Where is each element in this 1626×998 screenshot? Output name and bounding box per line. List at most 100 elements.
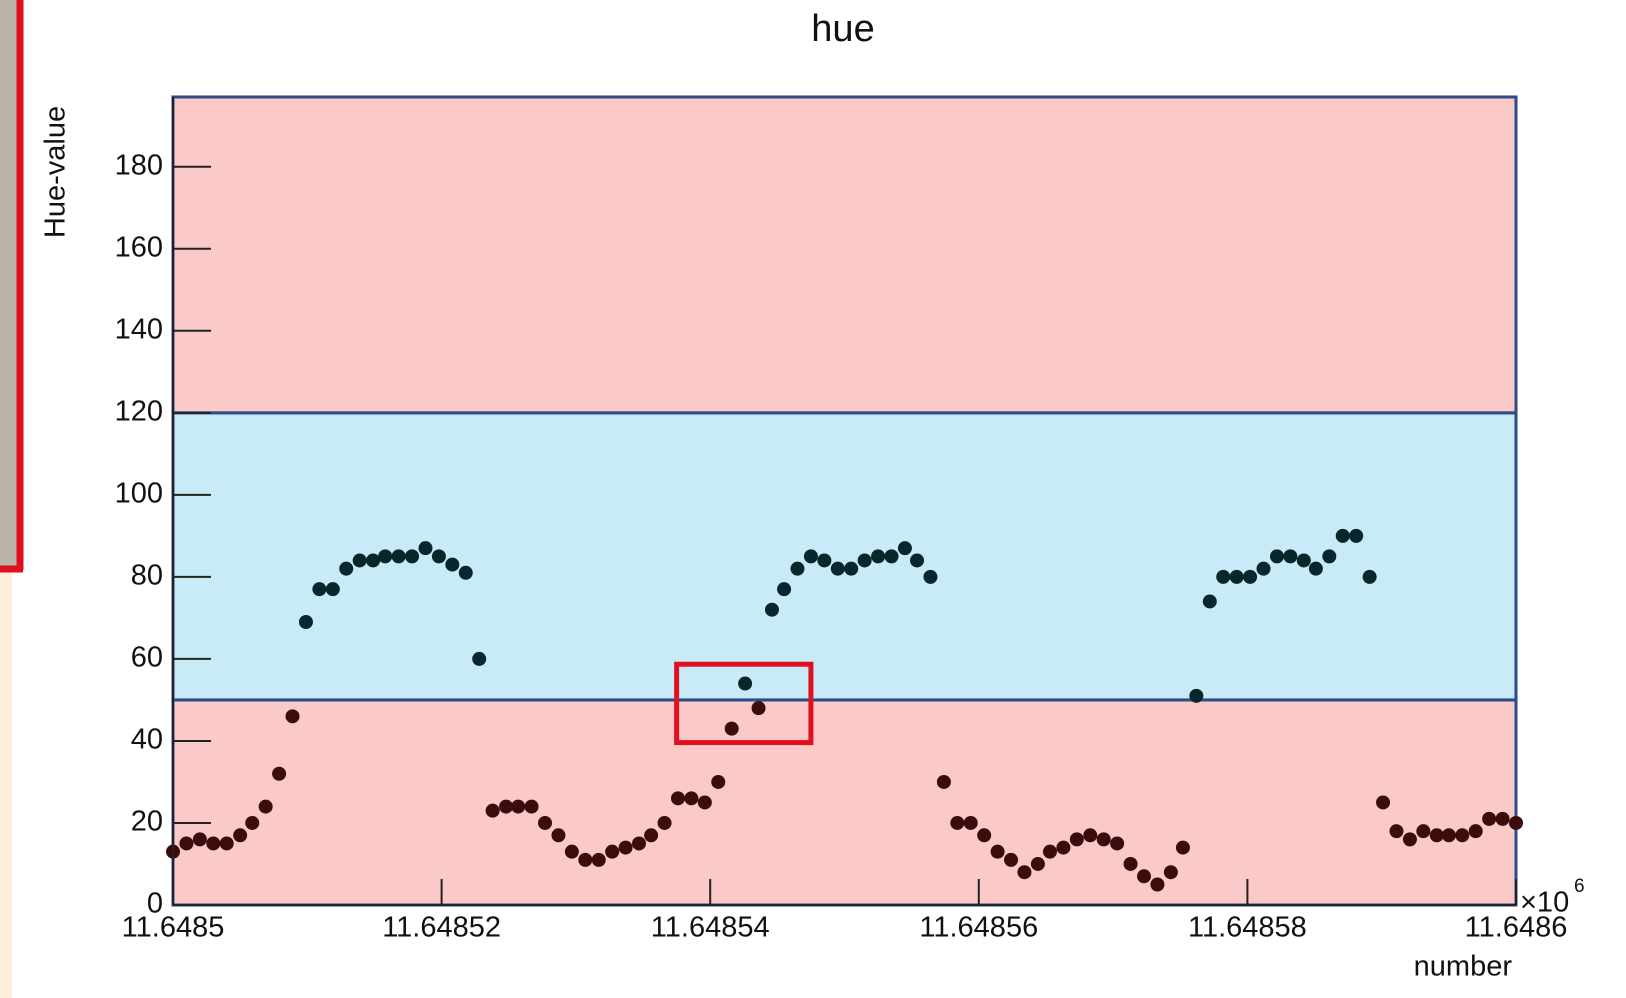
data-point [325,582,340,597]
plot-area: 0 20 40 60 80 100 120 140 160 180 11.6485 11.64852 1… [115,95,1568,944]
data-point [564,844,579,859]
cropped-image-edge [0,0,18,570]
y-tick-label: 60 [131,642,163,674]
data-point [1296,553,1311,568]
data-point [366,553,381,568]
data-point [777,582,792,597]
data-point [472,651,487,666]
data-point [1163,865,1178,880]
data-point [1004,852,1019,867]
band [171,95,1518,415]
data-point [1376,795,1391,810]
data-point [644,828,659,843]
data-point [272,766,287,781]
data-point [551,828,566,843]
data-point [657,815,672,830]
data-point [1083,828,1098,843]
data-point [1110,836,1125,851]
data-point [1189,688,1204,703]
data-point [632,836,647,851]
data-point [1243,569,1258,584]
data-point [724,721,739,736]
data-point [258,799,273,814]
data-point [1322,549,1337,564]
data-point [884,549,899,564]
data-point [378,549,393,564]
data-point [1030,856,1045,871]
data-point [1283,549,1298,564]
chart-title: hue [811,8,874,50]
data-point [1389,824,1404,839]
data-point [1468,824,1483,839]
data-point [418,541,433,556]
x-tick-label: 11.6486 [1465,912,1568,944]
data-point [1509,815,1523,830]
data-point [910,553,925,568]
data-point [936,774,951,789]
data-point [803,549,818,564]
data-point [923,569,938,584]
data-point [405,549,420,564]
data-point [1096,832,1111,847]
data-point [1441,828,1456,843]
data-point [206,836,221,851]
y-tick-label: 40 [131,724,163,756]
data-point [1069,832,1084,847]
y-tick-label: 160 [115,231,163,263]
data-point [605,844,620,859]
data-point [1216,569,1231,584]
data-point [391,549,406,564]
y-tick-label: 80 [131,560,163,592]
x-tick-label: 11.64858 [1188,912,1307,944]
data-point [578,852,593,867]
data-point [538,815,553,830]
data-point [1269,549,1284,564]
data-point [312,582,327,597]
data-point [431,549,446,564]
data-point [950,815,965,830]
data-point [233,828,248,843]
data-point [524,799,539,814]
data-point [977,828,992,843]
data-point [499,799,514,814]
x-multiplier: ×10 [1520,887,1569,919]
x-tick-label: 11.64856 [919,912,1038,944]
data-point [179,836,194,851]
data-point [1482,811,1497,826]
data-point [897,541,912,556]
data-point [844,561,859,576]
data-point [751,701,766,716]
x-multiplier-exponent: 6 [1574,876,1585,897]
data-point [871,549,886,564]
data-point [990,844,1005,859]
y-tick-label: 0 [147,888,163,920]
data-point [1229,569,1244,584]
data-point [817,553,832,568]
data-point [1056,840,1071,855]
data-point [511,799,526,814]
x-tick-label: 11.64852 [382,912,501,944]
y-axis-label: Hue-value [40,106,72,238]
data-point [857,553,872,568]
data-point [192,832,207,847]
y-tick-label: 120 [115,395,163,427]
data-point [1362,569,1377,584]
y-tick-label: 100 [115,478,163,510]
data-point [458,565,473,580]
data-point [790,561,805,576]
x-tick-label: 11.64854 [651,912,770,944]
data-point [1335,528,1350,543]
data-point [1455,828,1470,843]
x-tick-label: 11.6485 [122,912,225,944]
cropped-background-edge [0,570,12,998]
data-point [711,774,726,789]
data-point [445,557,460,572]
data-point [339,561,354,576]
data-point [245,815,260,830]
data-point [1402,832,1417,847]
data-point [1349,528,1364,543]
data-point [591,852,606,867]
data-point [684,791,699,806]
